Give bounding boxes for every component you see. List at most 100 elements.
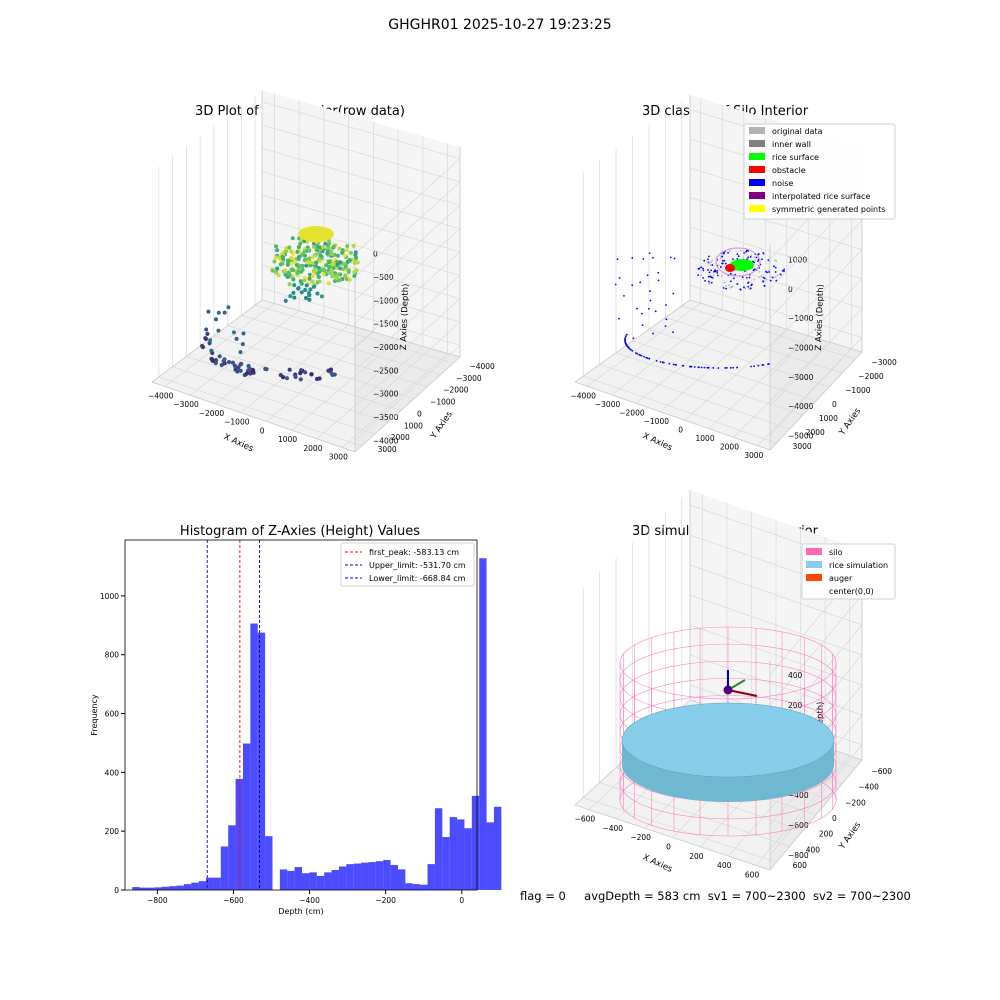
data-point <box>287 367 292 372</box>
legend-label: obstacle <box>772 166 806 175</box>
legend-label: Upper_limit: -531.70 cm <box>369 561 466 570</box>
data-point <box>264 367 269 372</box>
y-axis-label: Y Axies <box>428 409 455 441</box>
y-tick-label: 3000 <box>793 442 812 451</box>
data-point <box>354 268 359 273</box>
legend-label: rice simulation <box>829 561 888 570</box>
figure-title: GHGHR01 2025-10-27 19:23:25 <box>388 17 612 33</box>
wall-grid-z <box>769 307 863 407</box>
data-point <box>337 246 342 251</box>
noise-point <box>707 366 710 369</box>
noise-point <box>672 363 675 366</box>
data-point <box>325 251 330 256</box>
data-point <box>238 350 243 355</box>
data-point <box>239 361 244 366</box>
auger-line <box>727 689 758 697</box>
data-point <box>344 248 349 253</box>
floor-grid-y <box>583 797 777 863</box>
noise-point <box>722 287 725 289</box>
data-point <box>330 262 335 267</box>
x-tick-label: 200 <box>689 852 704 861</box>
data-point <box>273 255 278 260</box>
noise-point <box>721 255 724 258</box>
histogram-bar <box>265 836 273 890</box>
x-tick-label: 2000 <box>720 442 739 451</box>
noise-point <box>626 345 629 347</box>
noise-point <box>727 251 729 254</box>
legend: first_peak: -583.13 cm Upper_limit: -531.… <box>340 542 475 587</box>
noise-point <box>783 270 785 273</box>
data-point <box>217 354 222 359</box>
y-tick-label: 0 <box>114 886 119 895</box>
noise-point <box>732 258 734 261</box>
noise-point <box>668 362 671 365</box>
noise-point <box>652 332 654 335</box>
legend-label: original data <box>772 127 823 136</box>
data-point <box>287 245 292 250</box>
noise-point <box>664 325 667 328</box>
y-axis-label: Y Axies <box>837 820 864 852</box>
noise-point <box>729 280 732 283</box>
histogram-bar <box>486 822 494 890</box>
data-point <box>298 279 303 284</box>
histogram-bar <box>420 884 428 890</box>
panel3-title: Histogram of Z-Axies (Height) Values <box>179 524 421 539</box>
wall-grid-z <box>261 241 461 300</box>
noise-point <box>634 352 637 354</box>
noise-point <box>725 287 728 290</box>
status-footer: flag = 0 avgDepth = 583 cm sv1 = 700~230… <box>520 889 911 903</box>
data-point <box>308 260 313 265</box>
data-point <box>331 244 336 249</box>
histogram-bar <box>132 887 140 890</box>
data-point <box>333 279 338 284</box>
noise-point <box>749 287 752 290</box>
floor-grid-y <box>681 305 856 360</box>
noise-point <box>640 354 643 357</box>
z-tick-label: −4000 <box>373 436 399 445</box>
noise-point <box>707 280 710 283</box>
legend: original data inner wall rice surface obsta… <box>743 123 896 220</box>
box-edge <box>261 299 461 358</box>
noise-point <box>753 268 756 271</box>
data-point <box>231 330 236 335</box>
data-point <box>347 277 352 282</box>
data-point <box>305 260 310 265</box>
legend-label: center(0,0) <box>829 587 874 596</box>
data-point <box>326 243 331 248</box>
data-point-cap <box>298 226 334 242</box>
data-point <box>307 256 312 261</box>
noise-point <box>744 287 747 290</box>
x-tick-label: 3000 <box>329 453 348 462</box>
box-edge <box>151 299 263 383</box>
noise-point <box>669 256 672 259</box>
box-edge <box>574 299 691 383</box>
noise-point <box>728 249 731 252</box>
y-tick-label: −4000 <box>469 362 495 371</box>
noise-point <box>742 257 745 260</box>
y-tick-label: 0 <box>417 409 422 418</box>
legend-swatch <box>806 548 822 555</box>
y-tick-label: −400 <box>858 783 879 792</box>
data-point <box>315 291 320 296</box>
noise-point <box>712 367 715 369</box>
legend-swatch <box>749 166 765 173</box>
z-tick-label: 0 <box>373 250 378 259</box>
data-point <box>244 371 249 376</box>
data-point <box>238 368 243 373</box>
panel1-plot: −4000−3000−2000−100001000200030003000200… <box>148 90 495 462</box>
noise-point <box>717 367 720 369</box>
noise-point <box>700 366 703 369</box>
noise-point <box>757 260 759 263</box>
avg-depth-text: avgDepth = 583 cm <box>584 889 701 903</box>
data-point <box>303 253 308 258</box>
data-point <box>240 342 245 347</box>
noise-point <box>652 256 654 259</box>
histogram-bar <box>235 778 243 890</box>
data-point <box>340 249 345 254</box>
histogram-bar <box>449 817 458 890</box>
x-tick-label: −2000 <box>199 409 225 418</box>
data-point <box>310 274 315 279</box>
noise-point <box>703 366 706 369</box>
noise-point <box>708 255 710 258</box>
